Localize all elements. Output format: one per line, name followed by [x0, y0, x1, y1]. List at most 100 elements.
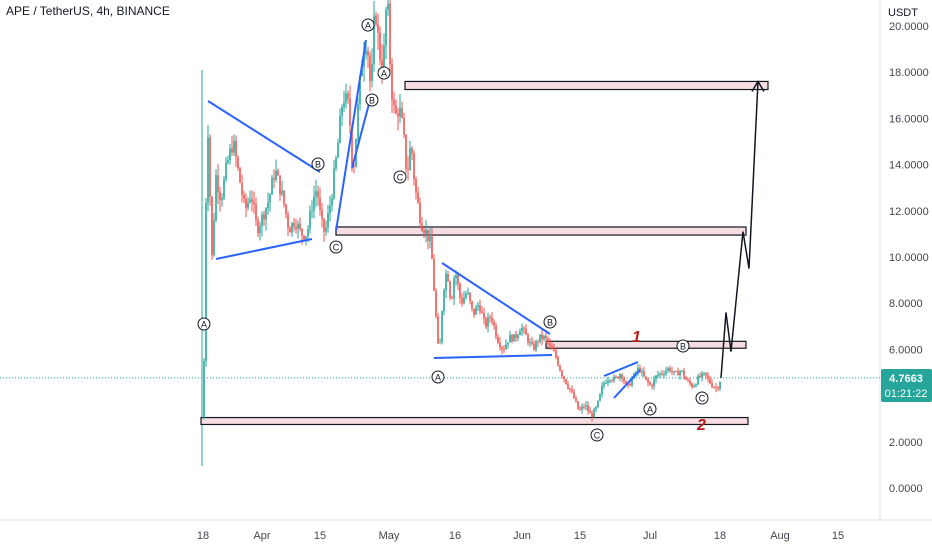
candle-body	[433, 259, 435, 291]
wave-trendline	[351, 99, 371, 169]
candle-body	[419, 202, 421, 224]
candle-body	[691, 383, 693, 388]
candle-body	[397, 113, 399, 117]
candle-body	[575, 398, 577, 402]
candle-body	[609, 380, 611, 382]
candle-body	[595, 407, 597, 409]
candle-body	[585, 405, 587, 407]
candle-body	[583, 406, 585, 408]
candle-body	[465, 293, 467, 298]
candle-body	[319, 197, 321, 210]
y-tick-label: 16.0000	[889, 113, 929, 125]
wave-trendline	[433, 354, 553, 359]
wave-label-circle	[543, 315, 557, 329]
candle-body	[707, 375, 709, 379]
candle-body	[425, 229, 427, 234]
candle-body	[479, 305, 481, 312]
candle-body	[305, 236, 307, 240]
x-tick-label: 15	[314, 530, 326, 542]
candle-body	[281, 190, 283, 195]
wave-label: C	[594, 431, 601, 441]
wave-label: B	[680, 342, 686, 352]
candle-body	[677, 371, 679, 376]
candle-body	[437, 316, 439, 344]
wave-label-circle	[643, 402, 657, 416]
candle-body	[421, 223, 423, 231]
projection-path	[720, 81, 759, 378]
candle-body	[275, 170, 277, 180]
x-tick-label: May	[379, 530, 400, 542]
candle-body	[611, 380, 613, 382]
candle-body	[541, 334, 543, 340]
wave-label-circle	[329, 240, 343, 254]
candle-body	[401, 107, 403, 118]
candle-body	[203, 361, 205, 419]
wave-label: A	[647, 405, 653, 415]
candle-body	[645, 376, 647, 380]
candle-body	[241, 182, 243, 195]
price-tag-box	[881, 369, 932, 402]
candle-body	[667, 367, 669, 371]
candle-body	[247, 202, 249, 208]
candle-body	[307, 228, 309, 237]
x-tick-label: 16	[449, 530, 461, 542]
candle-body	[417, 192, 419, 203]
candle-body	[531, 341, 533, 345]
candle-body	[457, 274, 459, 285]
wave-trendline	[207, 100, 321, 173]
candle-body	[703, 372, 705, 374]
price-zone	[335, 226, 747, 236]
candle-body	[713, 387, 715, 389]
candle-body	[495, 325, 497, 338]
candle-body	[389, 3, 391, 65]
candle-body	[481, 311, 483, 314]
candle-body	[309, 211, 311, 229]
candle-body	[287, 214, 289, 228]
wave-label-circle	[197, 317, 211, 331]
candle-body	[405, 134, 407, 169]
price-tag-value: 4.7663	[889, 373, 923, 385]
candle-body	[557, 357, 559, 366]
candle-body	[475, 306, 477, 315]
candle-body	[313, 196, 315, 211]
candle-body	[675, 371, 677, 373]
candle-body	[215, 175, 217, 221]
price-tag-countdown: 01:21:22	[885, 388, 928, 400]
candle-body	[383, 45, 385, 74]
candle-body	[327, 213, 329, 228]
candle-body	[343, 102, 345, 108]
candle-body	[463, 297, 465, 304]
x-tick-label: 15	[574, 530, 586, 542]
candle-body	[655, 375, 657, 380]
candle-body	[501, 347, 503, 350]
candle-body	[379, 32, 381, 60]
candle-body	[251, 199, 253, 202]
y-tick-label: 2.0000	[889, 437, 923, 449]
candle-body	[491, 317, 493, 322]
candle-body	[295, 226, 297, 229]
wave-trendline	[613, 369, 641, 399]
candle-body	[273, 178, 275, 180]
candle-body	[299, 223, 301, 229]
wave-label: A	[435, 373, 441, 383]
candle-body	[701, 373, 703, 377]
candle-body	[227, 159, 229, 163]
candle-body	[625, 381, 627, 384]
candle-body	[559, 365, 561, 371]
wave-trendline	[335, 39, 367, 232]
candle-body	[647, 379, 649, 383]
candle-body	[613, 376, 615, 381]
candle-body	[641, 371, 643, 373]
candle-body	[471, 301, 473, 309]
candle-body	[293, 223, 295, 227]
candle-body	[235, 140, 237, 158]
candle-body	[335, 157, 337, 169]
candle-body	[545, 335, 547, 339]
candle-body	[711, 383, 713, 388]
wave-label-circle	[676, 339, 690, 353]
candle-body	[565, 379, 567, 384]
candle-body	[521, 327, 523, 332]
y-tick-label: 20.0000	[889, 21, 929, 33]
